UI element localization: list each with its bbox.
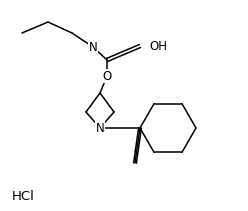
Text: N: N: [96, 122, 104, 134]
Text: O: O: [102, 69, 112, 83]
Text: OH: OH: [149, 39, 167, 53]
Text: N: N: [89, 41, 97, 54]
Text: HCl: HCl: [12, 189, 35, 203]
